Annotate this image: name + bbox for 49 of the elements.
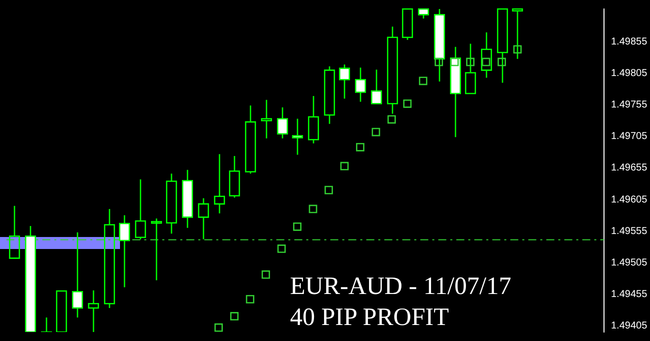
point xyxy=(372,128,380,136)
point xyxy=(246,295,254,304)
annotation: EUR-AUD - 11/07/17 xyxy=(290,273,512,301)
candlestick xyxy=(244,104,256,174)
point xyxy=(387,115,396,124)
point xyxy=(308,204,318,214)
candlestick xyxy=(308,95,320,144)
point xyxy=(293,222,302,231)
point xyxy=(513,45,522,54)
point xyxy=(356,142,364,152)
candlestick xyxy=(386,26,398,114)
candlestick xyxy=(134,178,146,240)
candlestick xyxy=(214,153,226,214)
point xyxy=(434,58,444,66)
y-tick-label: 1.49655 xyxy=(611,162,648,174)
point xyxy=(277,244,286,253)
candlestick xyxy=(480,32,492,78)
candlestick xyxy=(150,218,162,281)
point xyxy=(498,58,506,66)
candlestick xyxy=(166,173,178,234)
candlestick xyxy=(464,43,476,94)
candlestick xyxy=(496,8,508,84)
candlestick xyxy=(260,99,272,139)
point xyxy=(214,323,223,332)
point xyxy=(418,76,428,86)
y-tick-label: 1.49755 xyxy=(611,100,648,111)
candlestick xyxy=(104,208,116,309)
candlestick xyxy=(8,205,20,259)
point xyxy=(466,58,474,66)
point xyxy=(324,186,333,194)
point xyxy=(230,312,239,320)
y-tick-label: 1.49705 xyxy=(611,131,648,142)
point xyxy=(450,58,459,66)
point xyxy=(403,99,412,108)
y-tick-label: 1.49505 xyxy=(611,257,648,268)
candlestick xyxy=(228,155,240,198)
y-tick-label: 1.49805 xyxy=(611,68,648,80)
point xyxy=(262,270,270,279)
y-tick-label: 1.49405 xyxy=(611,320,648,332)
y-tick-label: 1.49605 xyxy=(611,194,648,206)
y-tick-label: 1.49855 xyxy=(611,36,648,48)
candlestick xyxy=(324,66,336,124)
point xyxy=(340,162,349,170)
candlestick xyxy=(88,290,100,332)
annotation: 40 PIP PROFIT xyxy=(290,304,449,332)
candlestick xyxy=(512,8,524,60)
y-tick-label: 1.49555 xyxy=(611,226,648,237)
candlestick xyxy=(198,198,210,240)
y-tick-label: 1.49455 xyxy=(611,288,648,300)
